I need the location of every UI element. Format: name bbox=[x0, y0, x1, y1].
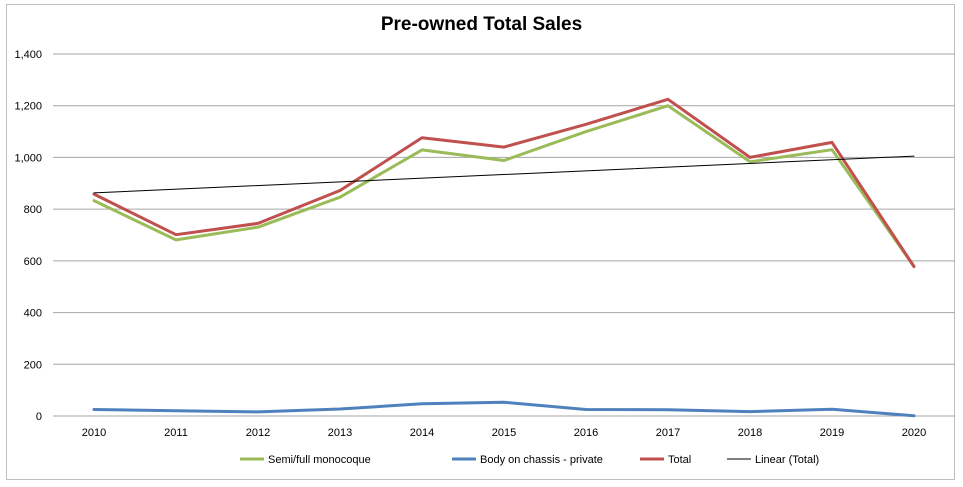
y-tick-label: 400 bbox=[24, 308, 42, 320]
series-line-semi-full-monocoque bbox=[92, 104, 916, 268]
x-tick-label: 2018 bbox=[738, 427, 762, 439]
y-tick-label: 1,400 bbox=[14, 49, 42, 61]
x-tick-label: 2020 bbox=[902, 427, 926, 439]
x-tick-label: 2012 bbox=[246, 427, 270, 439]
x-axis-tick-labels: 2010 2011 2012 2013 2014 2015 2016 2017 2018 2019… bbox=[82, 427, 926, 439]
y-tick-label: 600 bbox=[24, 256, 42, 268]
grid-layer bbox=[53, 53, 955, 417]
series-line-total bbox=[92, 97, 916, 268]
chart-title: Pre-owned Total Sales bbox=[380, 14, 583, 35]
x-tick-label: 2017 bbox=[656, 427, 680, 439]
y-tick-label: 1,200 bbox=[14, 101, 42, 113]
legend-label: Total bbox=[668, 454, 691, 466]
y-axis-tick-labels: 0 200 400 600 800 1,000 1,200 1,400 bbox=[14, 49, 42, 423]
series-lines bbox=[92, 97, 916, 418]
legend-label: Linear (Total) bbox=[755, 454, 819, 466]
series-line-body-on-chassis-private bbox=[92, 400, 916, 418]
x-tick-label: 2019 bbox=[820, 427, 844, 439]
legend-label: Semi/full monocoque bbox=[268, 454, 371, 466]
y-tick-label: 0 bbox=[36, 411, 42, 423]
y-tick-label: 800 bbox=[24, 204, 42, 216]
x-tick-label: 2011 bbox=[164, 427, 188, 439]
x-tick-label: 2016 bbox=[574, 427, 598, 439]
x-tick-label: 2015 bbox=[492, 427, 516, 439]
chart-frame bbox=[6, 4, 955, 480]
y-tick-label: 1,000 bbox=[14, 152, 42, 164]
x-tick-label: 2013 bbox=[328, 427, 352, 439]
legend-label: Body on chassis - private bbox=[480, 454, 603, 466]
x-tick-label: 2010 bbox=[82, 427, 106, 439]
x-tick-label: 2014 bbox=[410, 427, 434, 439]
legend: Semi/full monocoque Body on chassis - pri… bbox=[240, 454, 819, 466]
series-line-linear-total bbox=[93, 155, 915, 194]
y-tick-label: 200 bbox=[24, 359, 42, 371]
